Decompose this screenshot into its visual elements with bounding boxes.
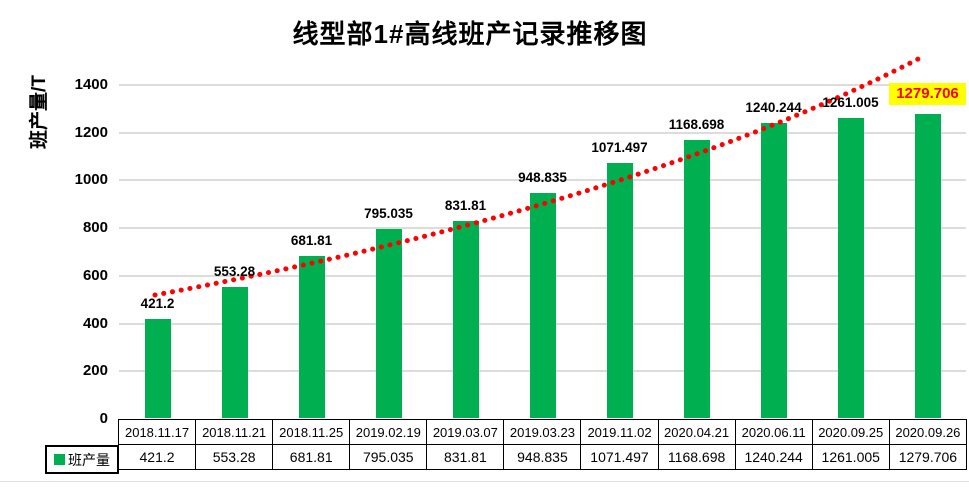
y-tick-label: 600 [82,266,108,284]
data-table: 2018.11.17 2018.11.21 2018.11.25 2019.02.19… [117,419,968,470]
legend-label: 班产量 [68,451,110,468]
y-axis-title: 班产量/T [29,75,50,149]
y-tick-label: 0 [99,410,108,427]
date-cell: 2020.09.25 [811,419,890,445]
bar-value-label: 553.28 [213,264,256,279]
chart-title: 线型部1#高线班产记录推移图 [292,19,648,49]
value-cell: 421.2 [117,444,197,470]
bar [144,318,171,418]
date-cell: 2020.06.11 [734,419,813,445]
date-cell: 2019.03.07 [426,419,505,445]
bar-value-label: 681.81 [290,233,333,249]
bar-value-label: 421.2 [140,295,175,311]
bar-value-label: 948.835 [518,169,567,185]
bar-value-label: 1279.706 [868,82,969,105]
bar-value-label: 1240.244 [745,100,802,116]
bar [452,220,479,418]
value-row: 421.2 553.28 681.81 795.035 831.81 948.835 107… [117,444,968,470]
bar-value-label: 1261.005 [822,95,879,111]
date-cell: 2018.11.17 [117,419,197,445]
bar [760,123,787,418]
bar [221,287,248,418]
bar [606,163,633,418]
value-cell: 795.035 [349,444,428,470]
date-cell: 2020.04.21 [657,419,736,445]
value-cell: 1071.497 [580,444,659,470]
date-cell: 2019.02.19 [349,419,428,445]
gridline [119,84,966,86]
value-cell: 681.81 [272,444,351,470]
y-tick-label: 1200 [74,123,108,141]
bar-value-label: 1168.698 [668,117,725,133]
date-cell: 2020.09.26 [888,419,968,445]
y-tick-label: 800 [82,219,108,237]
date-cell: 2018.11.21 [195,419,274,445]
value-cell: 553.28 [195,444,274,470]
bar-value-label: 795.035 [364,206,413,222]
bar [683,140,710,418]
bar [529,192,556,418]
bar [837,118,864,418]
bar-value-label: 1071.497 [591,140,648,156]
value-cell: 1240.244 [734,444,813,470]
date-cell: 2018.11.25 [272,419,351,445]
bar-value-label: 831.81 [444,197,487,213]
bar [914,113,941,418]
y-tick-label: 200 [82,362,108,380]
y-tick-label: 400 [82,314,108,332]
date-row: 2018.11.17 2018.11.21 2018.11.25 2019.02.19… [117,419,968,445]
date-cell: 2019.11.02 [580,419,659,445]
bar [298,256,325,418]
legend-cell: 班产量 [45,445,119,474]
value-cell: 1261.005 [811,444,890,470]
date-cell: 2019.03.23 [503,419,582,445]
value-cell: 1279.706 [888,444,968,470]
sheet-gridline [0,481,969,482]
value-cell: 831.81 [426,444,505,470]
highlighted-value-label: 1279.706 [889,82,966,105]
value-cell: 948.835 [503,444,582,470]
bar [375,229,402,418]
legend-swatch-icon [54,454,65,465]
value-cell: 1168.698 [657,444,736,470]
y-tick-label: 1000 [74,171,108,189]
y-tick-label: 1400 [74,76,108,93]
